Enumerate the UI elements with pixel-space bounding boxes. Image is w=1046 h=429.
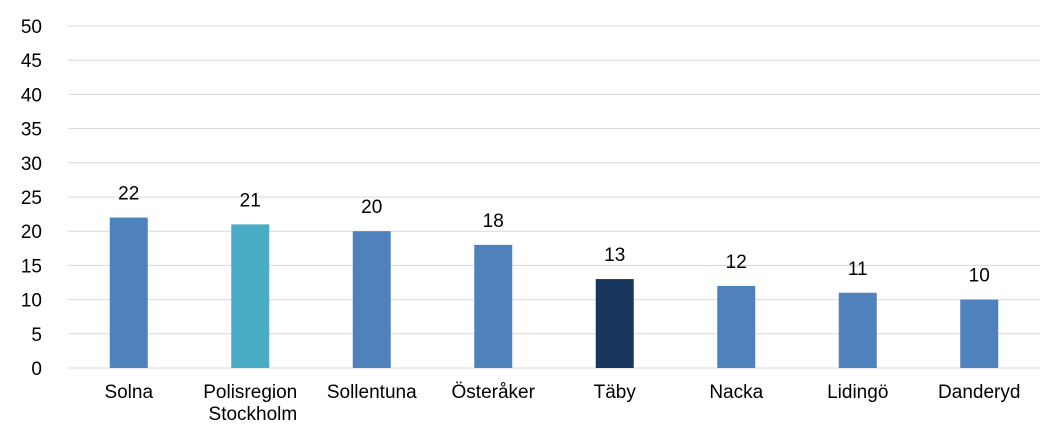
value-label: 22	[118, 184, 139, 205]
value-label: 20	[361, 197, 382, 218]
y-tick-label: 5	[31, 325, 42, 346]
x-tick-label: Solna	[104, 382, 153, 403]
x-tick-label: Lidingö	[827, 382, 888, 403]
value-label: 13	[604, 245, 625, 266]
x-tick-label-line: Stockholm	[203, 404, 297, 425]
bar	[717, 285, 756, 368]
y-tick-label: 15	[21, 256, 42, 277]
y-tick-label: 45	[21, 51, 42, 72]
y-tick-label: 50	[21, 17, 42, 38]
x-tick-label: Täby	[594, 382, 637, 403]
value-label: 10	[969, 266, 990, 287]
y-tick-label: 30	[21, 154, 42, 175]
bar	[960, 299, 999, 368]
x-tick-label: Danderyd	[938, 382, 1020, 403]
y-tick-label: 10	[21, 291, 42, 312]
value-label: 11	[848, 259, 868, 280]
value-label: 18	[483, 211, 504, 232]
bar	[352, 231, 391, 368]
x-tick-label: Polisregion Stockholm	[203, 382, 297, 425]
y-tick-label: 0	[31, 359, 42, 380]
bar	[474, 244, 513, 368]
y-tick-label: 35	[21, 120, 42, 141]
value-label: 12	[726, 252, 747, 273]
bar	[109, 217, 148, 368]
x-tick-label-line: Polisregion	[203, 382, 297, 403]
x-tick-label: Nacka	[709, 382, 763, 403]
bar	[595, 279, 634, 368]
bar	[838, 292, 877, 368]
y-tick-label: 20	[21, 222, 42, 243]
bar	[231, 224, 270, 368]
y-tick-label: 40	[21, 85, 42, 106]
value-label: 21	[240, 190, 261, 211]
y-tick-label: 25	[21, 188, 42, 209]
x-tick-label: Österåker	[452, 382, 536, 403]
x-tick-label: Sollentuna	[327, 382, 417, 403]
